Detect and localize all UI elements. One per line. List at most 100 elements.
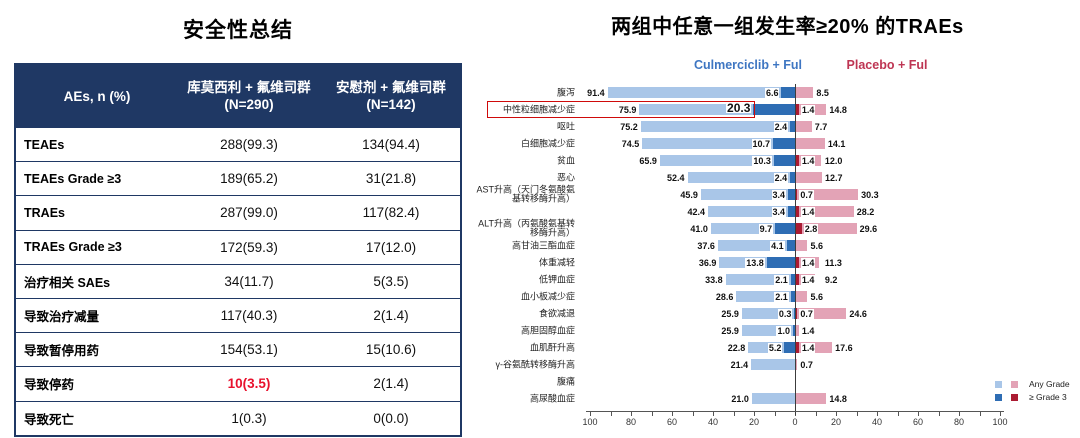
value-culm-grade3: 2.4 <box>773 121 789 132</box>
value-placebo-grade3: 1.4 <box>800 206 816 217</box>
x-axis-tick-label: 80 <box>953 417 964 427</box>
x-axis-tick <box>713 412 714 416</box>
table-cell-placebo: 2(1.4) <box>373 376 409 392</box>
safety-table-header: AEs, n (%) 库莫西利 + 氟维司群 (N=290) 安慰剂 + 氟维司… <box>16 65 460 127</box>
x-axis-tick <box>856 412 858 416</box>
bar-culm-grade3 <box>788 189 795 200</box>
table-row: 治疗相关 SAEs 34(11.7) 5(3.5) <box>16 263 460 298</box>
value-culm-grade3: 13.8 <box>745 257 765 268</box>
x-axis-tick <box>672 412 673 416</box>
value-culm-grade3: 6.6 <box>764 87 780 98</box>
chart-title: 两组中任意一组发生率≥20% 的TRAEs <box>611 16 964 38</box>
value-culm-any: 41.0 <box>690 223 708 234</box>
x-axis-line <box>586 411 1004 412</box>
bar-culm-grade3 <box>790 121 795 132</box>
value-placebo-any: 24.6 <box>849 308 867 319</box>
chart-row: 贫血 65.9 10.3 1.4 12.0 <box>485 152 1080 169</box>
bar-placebo-grade3 <box>796 274 799 285</box>
bar-culm-grade3 <box>790 274 795 285</box>
value-placebo-any: 7.7 <box>814 121 828 132</box>
table-cell-culmerciclib: 287(99.0) <box>220 205 278 221</box>
table-row-label: 治疗相关 SAEs <box>24 275 111 290</box>
table-row-label: 导致停药 <box>24 378 75 393</box>
chart-row: 白细胞减少症 74.5 10.7 14.1 <box>485 135 1080 152</box>
x-axis-tick <box>938 412 940 416</box>
bar-placebo-grade3 <box>796 342 799 353</box>
table-row-label: 导致治疗减量 <box>24 310 100 325</box>
value-culm-any: 28.6 <box>715 291 734 302</box>
bar-placebo-any <box>796 393 827 404</box>
legend-any-grade-label: Any Grade <box>1029 379 1070 389</box>
x-axis-tick-label: 100 <box>992 417 1008 427</box>
chart-row: γ-谷氨酰转移酶升高 21.4 0.7 <box>485 356 1080 373</box>
value-culm-any: 25.9 <box>721 325 739 336</box>
value-culm-any: 25.9 <box>721 308 739 319</box>
chart-row-label: 体重减轻 <box>538 256 575 267</box>
bar-culm-grade3 <box>792 325 795 336</box>
value-culm-grade3: 10.7 <box>751 138 772 149</box>
x-axis-tick-label: 20 <box>830 417 841 427</box>
bar-culm-any <box>751 359 795 370</box>
table-row: TEAEs Grade ≥3 189(65.2) 31(21.8) <box>16 161 460 196</box>
chart-row: ALT升高（丙氨酸氨基转 移酶升高） 41.0 9.7 2.8 29.6 <box>478 218 1080 237</box>
bar-culm-any <box>700 189 795 200</box>
value-placebo-any: 30.3 <box>861 189 879 200</box>
center-axis-line <box>795 84 796 415</box>
table-cell-culmerciclib: 172(59.3) <box>220 239 278 255</box>
value-placebo-any: 5.6 <box>810 240 823 251</box>
table-row-label: TRAEs Grade ≥3 <box>24 240 122 255</box>
bar-culm-any <box>741 308 795 319</box>
value-culm-grade3: 5.2 <box>767 342 783 353</box>
legend-swatch-placebo-any <box>1011 380 1018 388</box>
bar-culm-any <box>736 291 795 302</box>
chart-row: 血小板减少症 28.6 2.1 5.6 <box>485 288 1080 305</box>
bar-placebo-grade3 <box>796 206 799 217</box>
value-placebo-any: 5.6 <box>810 291 823 302</box>
value-culm-any: 52.4 <box>667 172 685 183</box>
value-placebo-any: 12.7 <box>825 172 843 183</box>
value-placebo-any: 12.0 <box>824 155 843 166</box>
x-axis-tick-label: 100 <box>582 417 598 427</box>
value-culm-any: 21.0 <box>731 393 749 404</box>
value-placebo-grade3: 1.4 <box>800 104 816 115</box>
x-axis-tick-label: 40 <box>707 417 718 427</box>
value-culm-grade3: 9.7 <box>758 223 774 234</box>
bar-placebo-any <box>796 87 814 98</box>
table-row: TRAEs 287(99.0) 117(82.4) <box>16 195 460 230</box>
group-label-culmerciclib: Culmerciclib + Ful <box>693 58 802 72</box>
chart-row: 呕吐 75.2 2.4 7.7 <box>485 118 1080 135</box>
chart-row-label: 血小板减少症 <box>520 290 575 301</box>
x-axis-tick <box>610 412 612 416</box>
table-row: 导致暂停用药 154(53.1) 15(10.6) <box>16 332 460 367</box>
table-cell-placebo: 117(82.4) <box>362 205 420 221</box>
x-axis-tick <box>959 412 960 416</box>
bar-culm-grade3 <box>786 240 795 251</box>
value-culm-any: 75.9 <box>618 104 637 115</box>
bar-placebo-any <box>796 206 854 217</box>
value-placebo-any: 14.8 <box>829 104 847 115</box>
x-axis-tick <box>692 412 694 416</box>
value-placebo-grade3: 0.7 <box>799 308 814 319</box>
x-axis-tick <box>815 412 817 416</box>
legend-grade3-label: ≥ Grade 3 <box>1029 392 1067 402</box>
x-axis-tick-label: 60 <box>912 417 923 427</box>
chart-row-label: 腹痛 <box>556 375 575 386</box>
chart-row-label: γ-谷氨酰转移酶升高 <box>495 358 576 369</box>
bar-placebo-any <box>796 240 808 251</box>
legend-swatch-placebo-grade3 <box>1011 393 1018 401</box>
chart-row-label: 高胆固醇血症 <box>520 324 575 335</box>
value-placebo-grade3: 1.4 <box>800 257 816 268</box>
table-cell-placebo: 31(21.8) <box>365 171 417 187</box>
bar-culm-any <box>639 104 795 115</box>
chart-row: 食欲减退 25.9 0.3 0.7 24.6 <box>485 305 1080 322</box>
bar-culm-any <box>751 393 795 404</box>
chart-row-label: 白细胞减少症 <box>520 137 575 148</box>
bar-culm-any <box>708 206 795 217</box>
value-placebo-any: 11.3 <box>824 257 842 268</box>
chart-row: 血肌酐升高 22.8 5.2 1.4 17.6 <box>485 339 1080 356</box>
bar-culm-grade3 <box>790 291 795 302</box>
table-row-label: TEAEs Grade ≥3 <box>24 171 122 186</box>
value-culm-any: 37.6 <box>697 240 715 251</box>
value-placebo-any: 29.6 <box>859 223 878 234</box>
table-row-label: 导致暂停用药 <box>24 344 100 359</box>
